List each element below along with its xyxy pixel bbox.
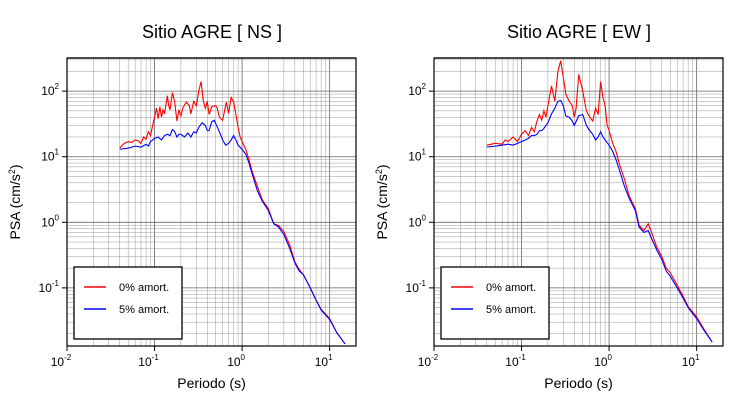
- x-tick-base: 10: [505, 355, 519, 369]
- y-axis-label: PSA (cm/s2): [7, 164, 23, 239]
- y-axis-label-close: ): [374, 164, 390, 169]
- y-tick-exponent: 1: [422, 148, 427, 157]
- x-tick-label: 101: [315, 353, 333, 369]
- y-tick-label: 101: [408, 148, 426, 164]
- x-tick-exponent: -1: [152, 353, 160, 362]
- y-tick-exponent: 1: [55, 148, 60, 157]
- legend-label: 5% amort.: [486, 304, 536, 316]
- x-tick-label: 100: [227, 353, 245, 369]
- y-axis-label-close: ): [7, 164, 23, 169]
- y-tick-label: 102: [408, 82, 426, 98]
- y-tick-label: 102: [41, 82, 59, 98]
- y-tick-exponent: -1: [419, 279, 427, 288]
- x-tick-label: 10-1: [138, 353, 159, 369]
- y-axis-label-text: PSA (cm/s: [7, 174, 23, 239]
- plot-frame: [433, 57, 724, 347]
- x-tick-exponent: -1: [519, 353, 527, 362]
- x-tick-base: 10: [138, 355, 152, 369]
- x-tick-base: 10: [594, 355, 608, 369]
- x-tick-exponent: 1: [328, 353, 333, 362]
- y-tick-label: 10-1: [39, 279, 60, 295]
- x-tick-exponent: 1: [695, 353, 700, 362]
- y-tick-base: 10: [41, 84, 55, 98]
- x-tick-exponent: 0: [241, 353, 246, 362]
- y-tick-base: 10: [41, 215, 55, 229]
- y-axis-label-exp: 2: [374, 169, 384, 174]
- y-tick-exponent: 0: [422, 213, 427, 222]
- series-line-red: [486, 60, 713, 343]
- legend-label: 0% amort.: [486, 282, 536, 294]
- x-tick-exponent: -2: [431, 353, 439, 362]
- series-line-blue: [486, 99, 713, 343]
- y-tick-base: 10: [408, 150, 422, 164]
- y-tick-label: 100: [408, 213, 426, 229]
- x-tick-label: 10-2: [51, 353, 72, 369]
- x-tick-base: 10: [51, 355, 65, 369]
- y-tick-exponent: 2: [422, 82, 427, 91]
- legend-box: [440, 266, 550, 340]
- y-tick-base: 10: [408, 215, 422, 229]
- y-tick-base: 10: [39, 281, 53, 295]
- x-tick-base: 10: [315, 355, 329, 369]
- x-tick-label: 10-1: [505, 353, 526, 369]
- x-axis-label: Periodo (s): [544, 375, 612, 391]
- x-tick-base: 10: [682, 355, 696, 369]
- legend: 0% amort. 5% amort.: [440, 266, 550, 340]
- y-tick-exponent: 0: [55, 213, 60, 222]
- y-tick-exponent: -1: [52, 279, 60, 288]
- y-tick-exponent: 2: [55, 82, 60, 91]
- y-tick-label: 100: [41, 213, 59, 229]
- y-tick-label: 101: [41, 148, 59, 164]
- x-tick-label: 10-2: [418, 353, 439, 369]
- y-tick-base: 10: [406, 281, 420, 295]
- legend-label: 5% amort.: [119, 304, 169, 316]
- legend: 0% amort. 5% amort.: [73, 266, 183, 340]
- x-axis-label: Periodo (s): [177, 375, 245, 391]
- x-tick-exponent: -2: [64, 353, 72, 362]
- x-tick-label: 101: [682, 353, 700, 369]
- x-tick-base: 10: [418, 355, 432, 369]
- y-tick-base: 10: [41, 150, 55, 164]
- y-axis-label-exp: 2: [7, 169, 17, 174]
- y-axis-label-text: PSA (cm/s: [374, 174, 390, 239]
- y-tick-label: 10-1: [406, 279, 427, 295]
- plot-frame: [66, 57, 357, 347]
- x-tick-label: 100: [594, 353, 612, 369]
- x-tick-exponent: 0: [608, 353, 613, 362]
- y-axis-label: PSA (cm/s2): [374, 164, 390, 239]
- chart-title: Sitio AGRE [ NS ]: [142, 22, 282, 42]
- y-tick-base: 10: [408, 84, 422, 98]
- series-line-blue: [119, 119, 346, 345]
- legend-box: [73, 266, 183, 340]
- x-tick-base: 10: [227, 355, 241, 369]
- legend-label: 0% amort.: [119, 282, 169, 294]
- chart-title: Sitio AGRE [ EW ]: [507, 22, 651, 42]
